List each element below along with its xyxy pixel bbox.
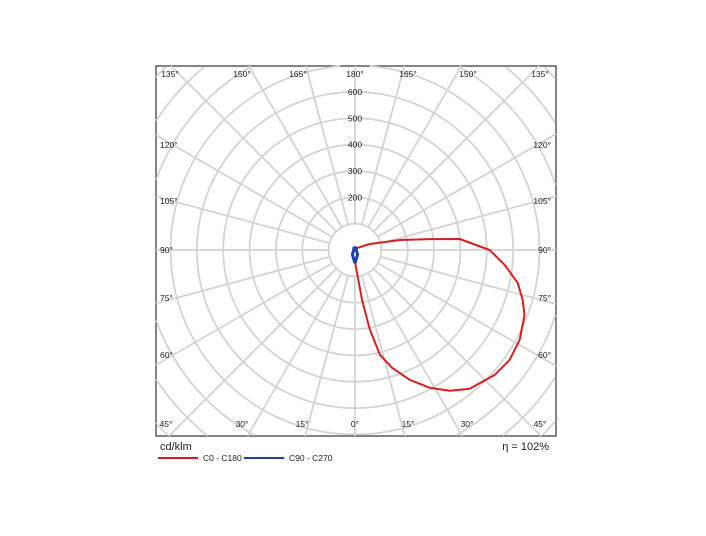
angle-label: 75° (538, 293, 551, 303)
angle-label: 135° (531, 69, 549, 79)
angle-label: 120° (160, 140, 178, 150)
legend-label-c0: C0 - C180 (203, 453, 242, 463)
grid-spoke (155, 195, 330, 245)
grid-spoke (380, 255, 557, 305)
angle-label: 180° (346, 69, 364, 79)
angle-label: 75° (160, 293, 173, 303)
grid-spoke (246, 272, 343, 437)
grid-spoke (304, 65, 350, 225)
grid-spoke (170, 65, 338, 233)
series-curve-c90-c270 (350, 245, 357, 264)
grid-spoke (155, 262, 333, 366)
grid-ring (327, 222, 383, 278)
radial-tick-label: 300 (348, 166, 362, 176)
angle-label: 15° (296, 419, 309, 429)
grid-ring (155, 66, 557, 436)
angle-label: 105° (160, 196, 178, 206)
angle-label: 105° (533, 196, 551, 206)
angle-label: 30° (236, 419, 249, 429)
angle-label: 45° (534, 419, 547, 429)
grid-spoke (360, 275, 406, 437)
grid-spoke (155, 134, 333, 238)
grid-spoke (304, 275, 350, 437)
radial-tick-label: 200 (348, 192, 362, 202)
legend: C0 - C180 C90 - C270 (158, 453, 333, 463)
radial-tick-label: 400 (348, 140, 362, 150)
radial-tick-label: 600 (348, 87, 362, 97)
grid-spoke (360, 65, 406, 225)
angle-label: 135° (161, 69, 179, 79)
series-curve-c0-c180 (354, 238, 526, 392)
grid-spoke (377, 133, 557, 238)
grid-spoke (168, 267, 338, 437)
grid-ring (169, 65, 541, 436)
angle-label: 90° (160, 245, 173, 255)
angle-label: 60° (160, 350, 173, 360)
grid-ring (155, 66, 556, 437)
angle-label: 165° (399, 69, 417, 79)
grid-spoke (155, 255, 330, 305)
angle-label: 165° (289, 69, 307, 79)
grid-spoke (367, 272, 464, 437)
angle-label: 150° (459, 69, 477, 79)
angle-label: 120° (533, 140, 551, 150)
angle-label: 90° (538, 245, 551, 255)
grid-spoke (377, 262, 557, 367)
efficiency-label: η = 102% (502, 441, 549, 453)
legend-label-c90: C90 - C270 (289, 453, 333, 463)
angle-label: 30° (461, 419, 474, 429)
angle-label: 150° (233, 69, 251, 79)
grid-spoke (380, 195, 557, 245)
radial-tick-label: 500 (348, 113, 362, 123)
unit-label: cd/klm (160, 441, 192, 453)
grid-spoke (247, 65, 343, 228)
angle-label: 15° (402, 419, 415, 429)
angle-label: 45° (160, 419, 173, 429)
grid-spoke (367, 65, 463, 228)
grid-spoke (372, 267, 542, 437)
grid-spoke (372, 65, 540, 233)
angle-label: 0° (351, 419, 359, 429)
angle-label: 60° (538, 350, 551, 360)
grid-ring (155, 65, 557, 437)
